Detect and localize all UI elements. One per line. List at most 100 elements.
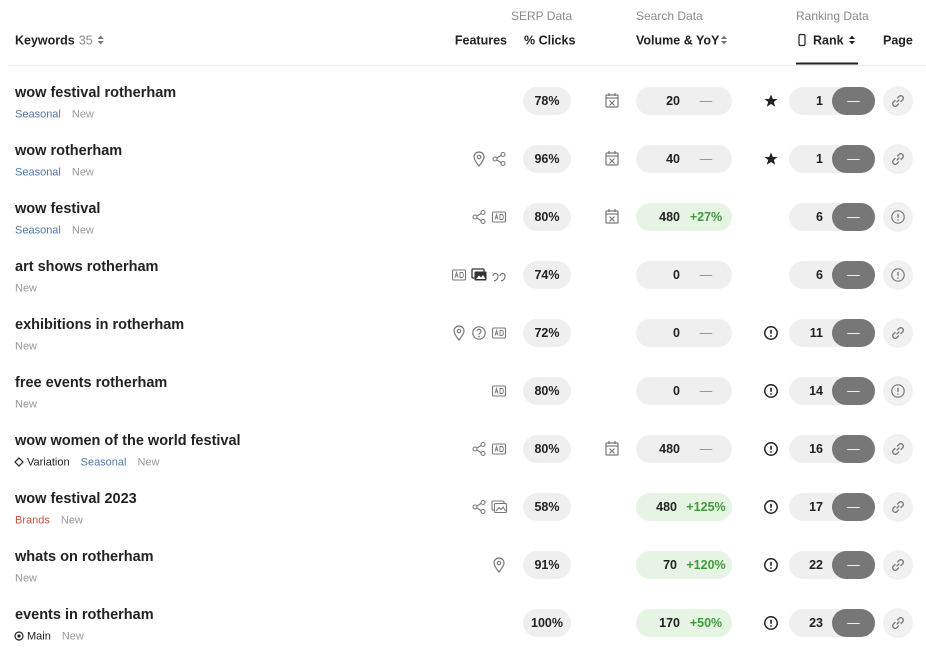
icon-question bbox=[472, 326, 486, 340]
icon-ad bbox=[491, 211, 507, 223]
icon-part bbox=[891, 268, 905, 282]
volume-pill bbox=[636, 203, 732, 231]
tag: New bbox=[15, 398, 37, 410]
clicks-pill bbox=[523, 435, 571, 463]
icon-pin bbox=[473, 151, 485, 167]
icon-part bbox=[609, 158, 615, 164]
clicks-pill bbox=[523, 261, 571, 289]
volume-pill bbox=[636, 551, 732, 579]
icon-part bbox=[473, 151, 485, 167]
icon-part bbox=[491, 443, 507, 455]
column-header[interactable]: Rank bbox=[813, 33, 844, 47]
keyword[interactable]: wow rotherham bbox=[14, 143, 122, 159]
icon-part bbox=[892, 617, 904, 629]
rank-change: — bbox=[847, 384, 860, 398]
keyword[interactable]: exhibitions in rotherham bbox=[15, 317, 184, 333]
icon-part bbox=[472, 504, 478, 510]
column-header[interactable]: Volume & YoY bbox=[636, 33, 720, 47]
tag: Brands bbox=[15, 514, 50, 526]
icon-part bbox=[495, 506, 506, 512]
icon-part bbox=[605, 94, 619, 108]
icon-share bbox=[492, 151, 506, 167]
volume-pill bbox=[636, 609, 732, 637]
group-label: SERP Data bbox=[511, 9, 572, 23]
icon-part bbox=[764, 442, 778, 456]
icon-part bbox=[770, 393, 772, 395]
volume: 70 bbox=[663, 558, 677, 572]
rank: 22 bbox=[809, 558, 823, 572]
keyword[interactable]: whats on rotherham bbox=[14, 549, 154, 565]
icon-link bbox=[892, 95, 904, 107]
icon-part bbox=[764, 94, 778, 107]
rank-change-pill bbox=[832, 435, 875, 463]
icon-part bbox=[456, 328, 462, 334]
icon-part bbox=[453, 325, 465, 341]
icon-part bbox=[764, 500, 778, 514]
rank: 11 bbox=[810, 326, 823, 340]
keyword[interactable]: wow festival rotherham bbox=[14, 85, 176, 101]
icon-part bbox=[451, 269, 467, 281]
icon-palert bbox=[891, 210, 905, 224]
icon-part bbox=[770, 625, 772, 627]
icon-alert bbox=[764, 616, 778, 630]
rank: 6 bbox=[816, 268, 823, 282]
icon-part bbox=[476, 328, 482, 335]
column-header: Features bbox=[455, 33, 507, 47]
keyword[interactable]: art shows rotherham bbox=[15, 259, 158, 275]
keyword[interactable]: events in rotherham bbox=[15, 607, 154, 623]
icon-ad bbox=[491, 443, 507, 455]
rank: 1 bbox=[816, 152, 823, 166]
volume: 0 bbox=[673, 268, 680, 282]
clicks: 91% bbox=[534, 558, 559, 572]
icon-part bbox=[496, 154, 502, 164]
keyword[interactable]: free events rotherham bbox=[15, 375, 167, 391]
tag: New bbox=[15, 340, 37, 352]
clicks: 96% bbox=[534, 152, 559, 166]
group-label: Search Data bbox=[636, 9, 703, 23]
icon-part bbox=[494, 444, 504, 452]
icon-part bbox=[897, 277, 899, 279]
icon-part bbox=[609, 100, 615, 106]
volume: 0 bbox=[673, 384, 680, 398]
icon-part bbox=[609, 216, 615, 222]
volume: 480 bbox=[656, 500, 677, 514]
rank-change: — bbox=[847, 94, 860, 108]
icon-phone bbox=[798, 33, 806, 47]
icon-part bbox=[478, 335, 480, 338]
yoy: +125% bbox=[686, 500, 725, 514]
icon-sort bbox=[721, 35, 727, 45]
icon-images bbox=[471, 268, 487, 281]
icon-part bbox=[480, 441, 486, 448]
icon-part bbox=[476, 275, 486, 279]
icon-alert bbox=[764, 326, 778, 340]
clicks-pill bbox=[523, 609, 571, 637]
icon-part bbox=[476, 212, 482, 222]
keyword[interactable]: wow festival bbox=[14, 201, 100, 217]
tag: Variation bbox=[27, 456, 70, 468]
yoy: +50% bbox=[690, 616, 722, 630]
keyword[interactable]: wow women of the world festival bbox=[14, 433, 241, 449]
clicks-pill bbox=[523, 493, 571, 521]
rank-change-pill bbox=[832, 377, 875, 405]
clicks-pill bbox=[523, 145, 571, 173]
icon-part bbox=[480, 499, 486, 506]
rank-change-pill bbox=[832, 319, 875, 347]
rank-change-pill bbox=[832, 87, 875, 115]
group-label: Ranking Data bbox=[796, 9, 869, 23]
clicks: 80% bbox=[534, 210, 559, 224]
icon-share bbox=[472, 499, 486, 515]
rank-change-pill bbox=[832, 145, 875, 173]
icon-part bbox=[764, 384, 778, 398]
icon-part bbox=[764, 558, 778, 572]
volume: 20 bbox=[666, 94, 680, 108]
volume: 0 bbox=[673, 326, 680, 340]
keyword[interactable]: wow festival 2023 bbox=[14, 491, 137, 507]
icon-part bbox=[494, 328, 504, 336]
icon-star bbox=[764, 94, 778, 107]
rank-change-pill bbox=[832, 261, 875, 289]
rank-change-pill bbox=[832, 203, 875, 231]
column-header[interactable]: Keywords bbox=[15, 33, 75, 47]
icon-part bbox=[798, 33, 806, 47]
column-header[interactable]: % Clicks bbox=[524, 33, 575, 47]
icon-part bbox=[480, 450, 486, 457]
